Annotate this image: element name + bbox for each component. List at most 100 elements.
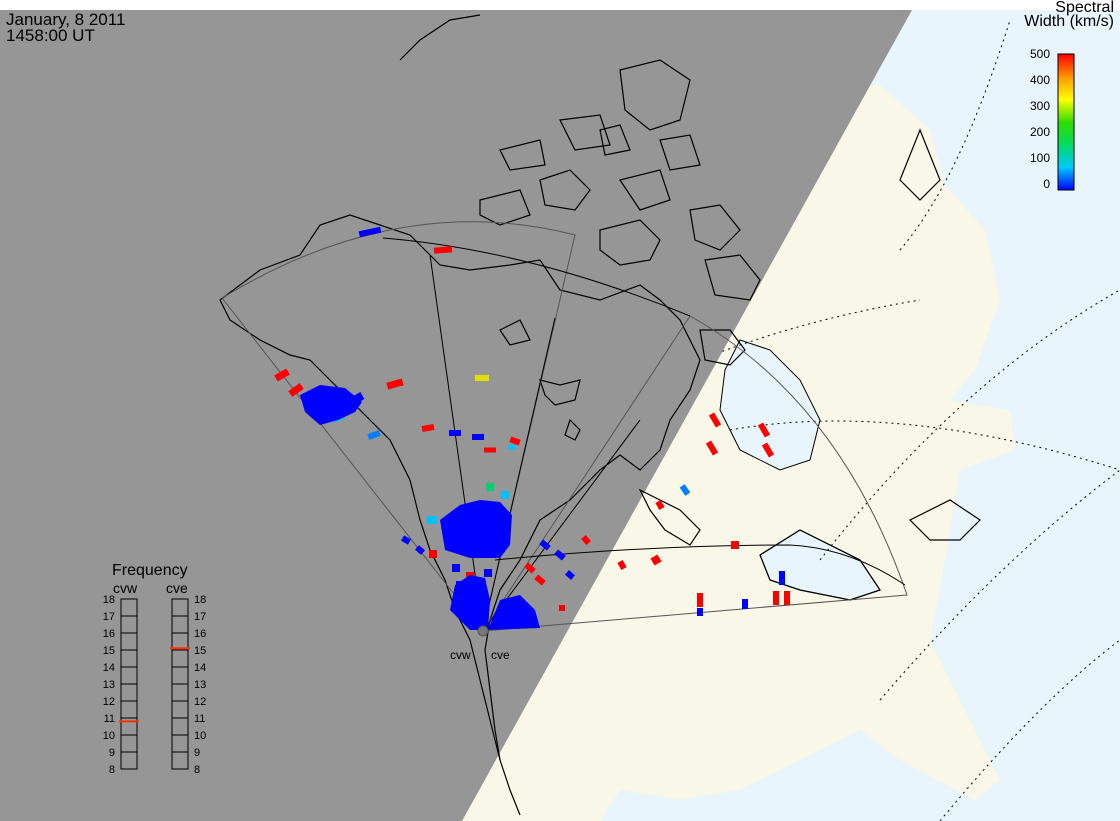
colorbar-tick-label: 0 <box>1043 177 1050 191</box>
colorbar-segment <box>1058 54 1074 78</box>
scatter-cell <box>509 436 521 446</box>
frequency-tick-label: 12 <box>194 696 206 708</box>
scatter-cell <box>773 591 779 605</box>
scatter-cell <box>486 483 494 491</box>
frequency-tick-label: 11 <box>104 713 115 725</box>
scatter-cell <box>429 550 437 558</box>
scatter-cell <box>761 442 775 458</box>
scatter-cell <box>617 560 627 570</box>
frequency-tick-label: 18 <box>103 594 115 606</box>
frequency-tick-label: 15 <box>103 645 115 657</box>
scatter-cell <box>650 554 662 566</box>
scatter-cell <box>655 500 665 510</box>
frequency-tick-label: 17 <box>103 611 115 623</box>
scatter-cell <box>433 246 453 254</box>
colorbar-title-line1: Spectral <box>1055 0 1114 16</box>
scatter-cell <box>731 541 739 549</box>
frequency-tick-label: 13 <box>194 679 206 691</box>
frequency-tick-label: 18 <box>194 594 206 606</box>
scatter-cell <box>679 484 691 496</box>
frequency-column-label-cve: cve <box>166 580 188 596</box>
frequency-tick-label: 9 <box>194 747 200 759</box>
scatter-cell <box>288 383 304 397</box>
scatter-cell <box>484 447 496 453</box>
frequency-tick-label: 11 <box>194 713 205 725</box>
frequency-tick-label: 9 <box>109 747 115 759</box>
scatter-cell <box>472 434 484 440</box>
date-label: January, 8 2011 <box>6 10 126 29</box>
coastlines <box>219 14 981 816</box>
frequency-tick-label: 16 <box>103 628 115 640</box>
radar-site-marker <box>477 625 489 637</box>
frequency-tick-label: 13 <box>103 679 115 691</box>
scatter-cell <box>779 571 785 585</box>
scatter-cell <box>367 430 381 440</box>
frequency-tick-label: 16 <box>194 628 206 640</box>
scatter-cell <box>534 574 546 586</box>
geographic-grid <box>699 19 1120 821</box>
land-day-area <box>462 85 1015 821</box>
scatter-cell <box>386 378 404 390</box>
scatter-cell <box>427 516 437 524</box>
colorbar-tick-label: 400 <box>1030 73 1050 87</box>
radar-fields-of-view <box>221 221 908 633</box>
colorbar-segment <box>1058 99 1074 123</box>
colorbar-segment <box>1058 167 1074 191</box>
colorbar-segment <box>1058 144 1074 168</box>
scatter-cluster <box>300 385 362 425</box>
frequency-tick-label: 8 <box>109 764 115 776</box>
scatter-cell <box>697 593 703 607</box>
scatter-cell <box>501 491 509 499</box>
colorbar-segment <box>1058 122 1074 146</box>
scatter-cell <box>757 422 771 438</box>
frequency-title: Frequency <box>112 562 188 579</box>
scatter-cell <box>415 545 425 555</box>
scatter-cell <box>508 444 516 450</box>
scatter-cell <box>539 539 551 551</box>
colorbar-tick-label: 200 <box>1030 125 1050 139</box>
frequency-tick-label: 14 <box>103 662 115 674</box>
fov-range-lines <box>382 237 906 632</box>
colorbar-tick-label: 500 <box>1030 47 1050 61</box>
frequency-column-label-cvw: cvw <box>113 580 138 596</box>
frequency-tick-label: 8 <box>194 764 200 776</box>
scatter-cell <box>452 564 460 572</box>
frequency-tick-label: 17 <box>194 611 206 623</box>
scatter-cell <box>581 535 591 545</box>
scatter-cell <box>401 535 411 545</box>
frequency-tick-label: 12 <box>103 696 115 708</box>
radar-label-cvw: cvw <box>450 648 471 662</box>
scatter-cell <box>784 591 790 605</box>
frequency-tick-label: 10 <box>103 730 115 742</box>
scatter-cell <box>705 440 719 456</box>
scatter-cell <box>708 412 722 428</box>
frequency-panel: Frequency cvw cve 18 17 16 15 14 13 12 11 10 9 8 18… <box>103 562 207 776</box>
scatter-cell <box>554 549 566 561</box>
frequency-tick-label: 15 <box>194 645 206 657</box>
fov-cvw <box>221 221 576 633</box>
scatter-cell <box>697 608 703 616</box>
scatter-cell <box>524 562 536 574</box>
time-label: 1458:00 UT <box>6 26 95 45</box>
colorbar-tick-label: 100 <box>1030 151 1050 165</box>
scatter-cell <box>565 570 575 580</box>
scatter-cell <box>484 569 492 577</box>
scatter-cell <box>358 226 382 238</box>
scatter-cell <box>274 368 290 382</box>
colorbar-segment <box>1058 76 1074 100</box>
scatter-cell <box>421 424 435 432</box>
spectral-width-colorbar: 500 400 300 200 100 0 <box>1030 47 1075 191</box>
backscatter-cells <box>274 226 790 630</box>
scatter-cell <box>449 430 461 436</box>
radar-label-cve: cve <box>491 648 510 662</box>
colorbar-tick-label: 300 <box>1030 99 1050 113</box>
scatter-cell <box>559 605 565 611</box>
scatter-cell <box>742 599 748 609</box>
fov-cve <box>482 315 908 632</box>
scatter-cluster <box>488 595 540 630</box>
colorbar-title-line2: Width (km/s) <box>1024 13 1114 30</box>
scatter-cluster <box>450 575 490 630</box>
scatter-cell <box>475 375 489 381</box>
frequency-tick-label: 14 <box>194 662 206 674</box>
